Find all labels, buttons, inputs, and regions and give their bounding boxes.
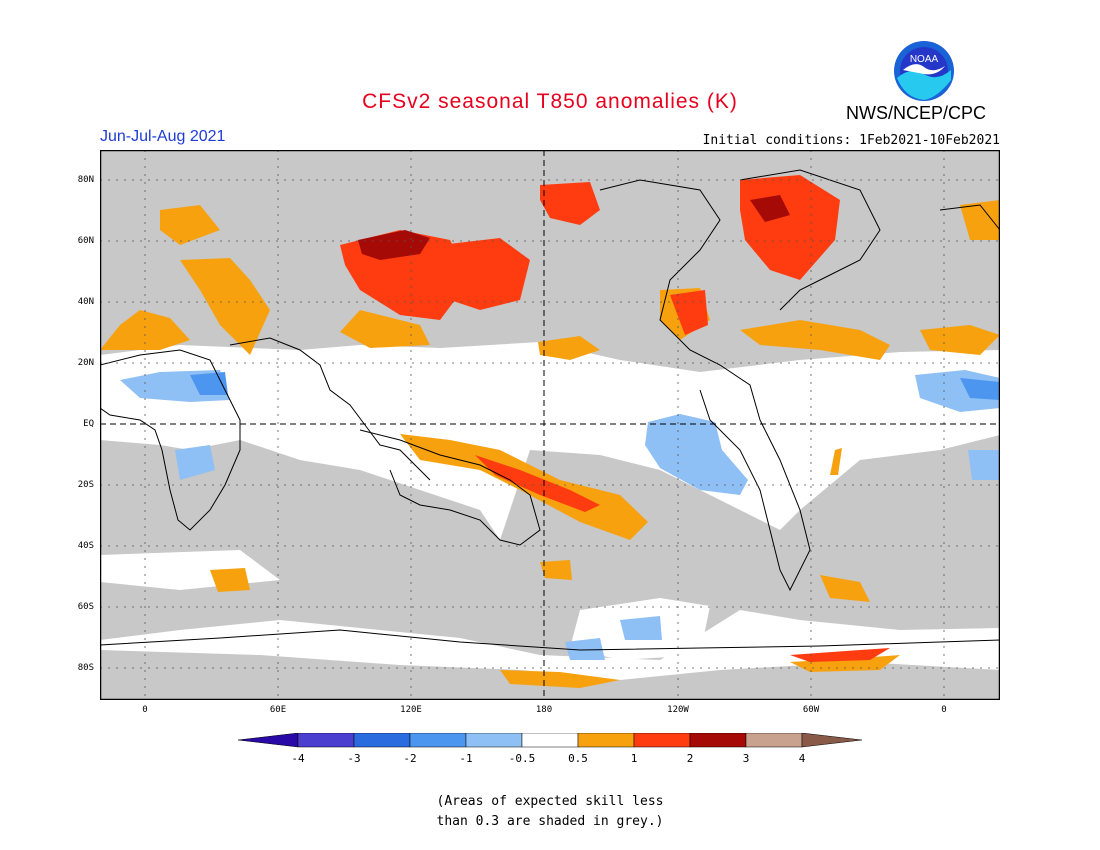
lat-label: 60N bbox=[77, 236, 94, 246]
colorbar-segment bbox=[745, 733, 803, 748]
colorbar-segment bbox=[409, 733, 467, 748]
colorbar-tick-label: -2 bbox=[403, 752, 417, 765]
colorbar-segment bbox=[297, 733, 355, 748]
lat-label: 80S bbox=[77, 663, 94, 673]
lon-label: 120E bbox=[400, 705, 422, 715]
lat-label: 20S bbox=[77, 480, 94, 490]
lat-label: 20N bbox=[77, 358, 94, 368]
anomaly-map bbox=[100, 150, 1000, 700]
initial-conditions-label: Initial conditions: 1Feb2021-10Feb2021 bbox=[702, 133, 1000, 148]
agency-label: NWS/NCEP/CPC bbox=[846, 103, 987, 123]
lon-label: 120W bbox=[667, 705, 689, 715]
colorbar-tick-label: -4 bbox=[291, 752, 305, 765]
colorbar-segment bbox=[238, 733, 299, 748]
lat-label: 40S bbox=[77, 541, 94, 551]
colorbar-tick-label: -1 bbox=[459, 752, 473, 765]
lat-label: 40N bbox=[77, 297, 94, 307]
lat-label: EQ bbox=[83, 419, 94, 429]
colorbar-tick-label: -0.5 bbox=[508, 752, 536, 765]
colorbar-segment bbox=[465, 733, 523, 748]
lon-label: 60E bbox=[269, 705, 287, 715]
skill-note: (Areas of expected skill less than 0.3 a… bbox=[0, 792, 1100, 832]
colorbar-tick-label: 3 bbox=[742, 752, 750, 765]
map-title: CFSv2 seasonal T850 anomalies (K) bbox=[362, 90, 738, 113]
lat-label: 80N bbox=[77, 175, 94, 185]
skill-note-line: (Areas of expected skill less bbox=[436, 794, 664, 809]
colorbar-segment bbox=[577, 733, 635, 748]
lon-label: 0 bbox=[941, 705, 947, 715]
season-label: Jun-Jul-Aug 2021 bbox=[100, 128, 226, 145]
colorbar-tick-label: 2 bbox=[686, 752, 694, 765]
lon-label: 60W bbox=[802, 705, 820, 715]
colorbar-segment bbox=[521, 733, 579, 748]
colorbar-segment bbox=[689, 733, 747, 748]
lon-label: 0 bbox=[142, 705, 148, 715]
lon-label: 180 bbox=[535, 705, 553, 715]
svg-text:NOAA: NOAA bbox=[910, 54, 939, 65]
colorbar bbox=[238, 733, 862, 748]
colorbar-tick-label: 4 bbox=[798, 752, 806, 765]
lat-label: 60S bbox=[77, 602, 94, 612]
colorbar-segment bbox=[353, 733, 411, 748]
colorbar-tick-label: 0.5 bbox=[568, 752, 588, 765]
colorbar-tick-label: -3 bbox=[347, 752, 361, 765]
skill-note-line: than 0.3 are shaded in grey.) bbox=[436, 814, 664, 829]
noaa-logo: NOAA bbox=[894, 41, 954, 101]
colorbar-tick-label: 1 bbox=[630, 752, 638, 765]
colorbar-segment bbox=[633, 733, 691, 748]
colorbar-segment bbox=[801, 733, 862, 748]
